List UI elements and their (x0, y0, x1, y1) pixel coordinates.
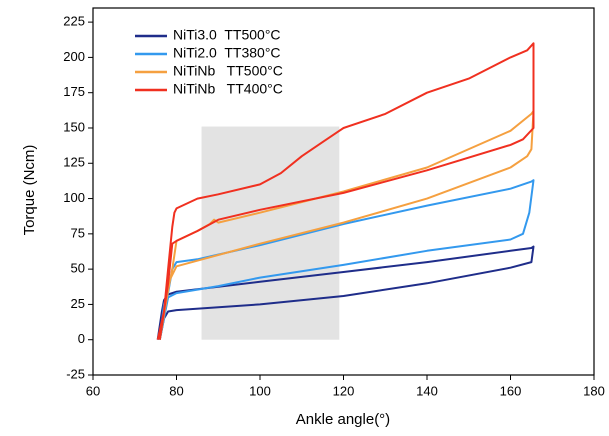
x-tick-label: 100 (249, 383, 271, 398)
x-axis-label: Ankle angle(°) (296, 411, 390, 428)
series-line (156, 42, 535, 340)
legend-label: NiTi2.0 TT380°C (173, 45, 281, 61)
x-tick-label: 180 (583, 383, 605, 398)
y-tick-label: 125 (63, 155, 85, 170)
y-tick-label: 0 (78, 331, 85, 346)
y-tick-label: 50 (71, 261, 85, 276)
y-tick-label: 25 (71, 296, 85, 311)
x-tick-label: 80 (169, 383, 183, 398)
legend-label: NiTi3.0 TT500°C (173, 27, 281, 43)
series-line (156, 245, 535, 340)
y-tick-label: -25 (66, 366, 85, 381)
y-tick-label: 150 (63, 119, 85, 134)
x-tick-label: 140 (416, 383, 438, 398)
y-tick-label: 100 (63, 190, 85, 205)
x-tick-label: 120 (333, 383, 355, 398)
x-tick-label: 160 (500, 383, 522, 398)
y-axis-label: Torque (Ncm) (21, 145, 38, 236)
legend-label: NiTiNb TT400°C (173, 81, 283, 97)
y-tick-label: 175 (63, 84, 85, 99)
plot-frame (92, 7, 595, 376)
y-tick-label: 225 (63, 14, 85, 29)
y-tick-label: 200 (63, 49, 85, 64)
legend-label: NiTiNb TT500°C (173, 63, 283, 79)
y-tick-label: 75 (71, 225, 85, 240)
series-line (158, 179, 535, 340)
x-tick-label: 60 (86, 383, 100, 398)
